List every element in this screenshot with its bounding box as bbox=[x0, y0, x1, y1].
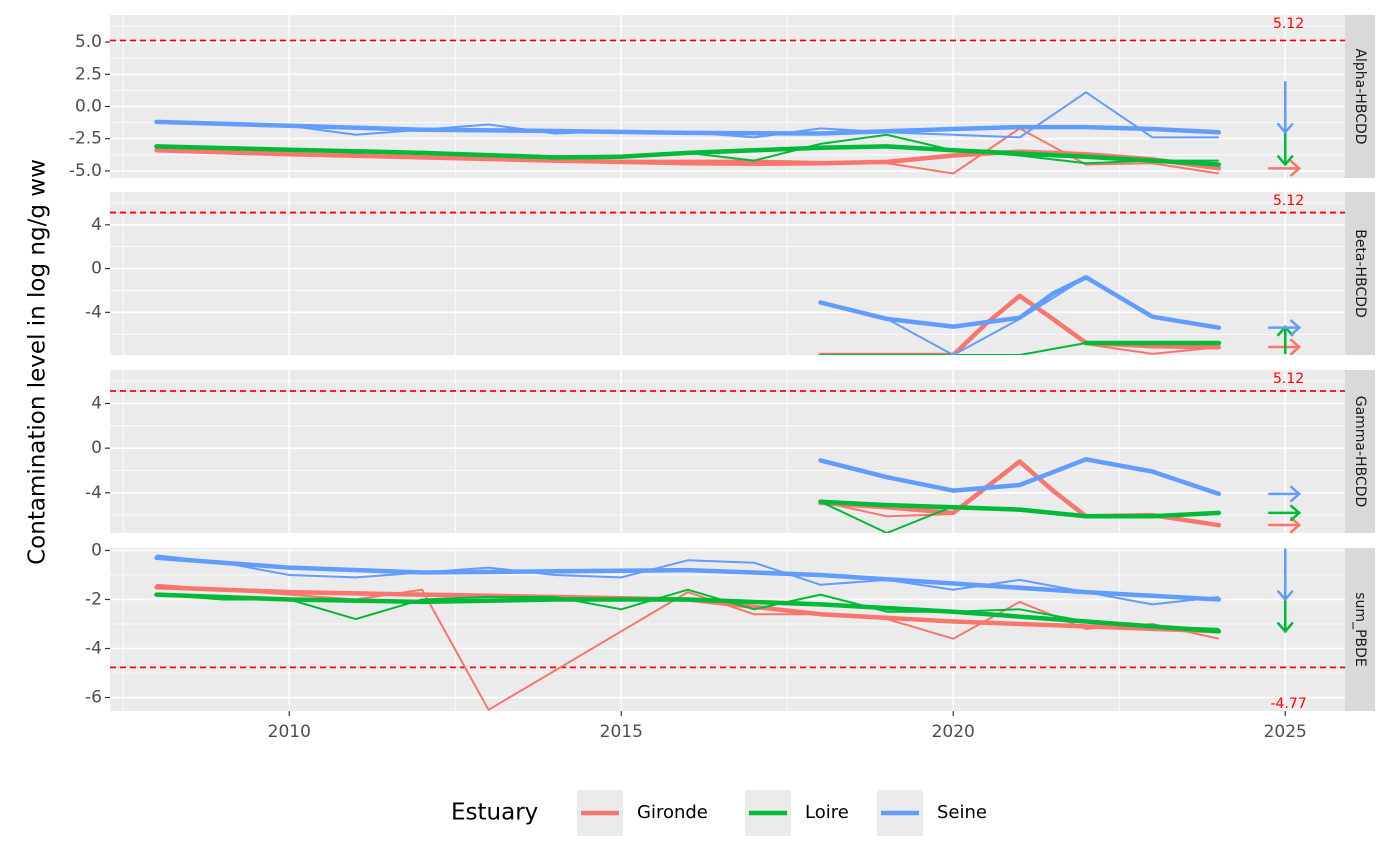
x-tick-label: 2025 bbox=[1264, 722, 1307, 742]
facet-strip bbox=[1345, 548, 1375, 711]
x-tick-label: 2020 bbox=[932, 722, 975, 742]
x-tick-label: 2015 bbox=[600, 722, 643, 742]
arrow-head bbox=[1289, 516, 1302, 534]
y-tick-label: 4 bbox=[91, 393, 102, 413]
y-axis-title: Contamination level in log ng/g ww bbox=[25, 159, 51, 565]
y-tick-label: -4 bbox=[85, 302, 102, 322]
facet-strip bbox=[1345, 15, 1375, 178]
legend-item-loire: Loire bbox=[745, 790, 849, 836]
y-tick-label: -2 bbox=[85, 589, 102, 609]
series-seine-trend bbox=[154, 555, 1222, 602]
facet-strip bbox=[1345, 370, 1375, 533]
y-tick-label: -4 bbox=[85, 483, 102, 503]
legend-item-gironde: Gironde bbox=[577, 790, 708, 836]
facet-strip-label: sum_PBDE bbox=[1352, 592, 1368, 666]
legend: Estuary Gironde Loire Seine bbox=[451, 790, 987, 836]
x-tick-label: 2010 bbox=[268, 722, 311, 742]
arrow-head bbox=[1289, 338, 1302, 356]
facet-strip-label: Gamma-HBCDD bbox=[1352, 396, 1368, 508]
series-loire-trend bbox=[818, 499, 1222, 519]
series-gironde-trend bbox=[154, 148, 1222, 171]
y-tick-label: 0.0 bbox=[75, 96, 102, 116]
trend-arrow-gironde bbox=[1267, 160, 1302, 177]
panel-background bbox=[110, 192, 1345, 355]
y-tick-label: 4 bbox=[91, 215, 102, 235]
series-group bbox=[818, 275, 1222, 355]
trend-arrow-gironde bbox=[1267, 516, 1302, 534]
legend-title: Estuary bbox=[451, 800, 538, 826]
series-seine-trend bbox=[818, 275, 1222, 330]
trend-arrow-seine bbox=[1276, 548, 1294, 602]
y-tick-label: -2.5 bbox=[69, 129, 102, 149]
series-group bbox=[154, 554, 1222, 711]
y-tick-label: 0 bbox=[91, 438, 102, 458]
arrow-head bbox=[1276, 123, 1294, 135]
threshold-label: 5.12 bbox=[1273, 371, 1304, 387]
series-seine-observed bbox=[156, 554, 1219, 606]
series-seine-trend bbox=[818, 457, 1222, 497]
trend-arrow-seine bbox=[1276, 81, 1294, 135]
panel-background bbox=[110, 370, 1345, 533]
panel-sum-pbde: 0 -2 -4 -6 -4.77 sum_PBDE bbox=[85, 540, 1375, 712]
facet-strip bbox=[1345, 192, 1375, 355]
series-loire-observed bbox=[156, 588, 1219, 630]
trend-arrow-seine bbox=[1267, 319, 1302, 336]
arrow-head bbox=[1289, 319, 1302, 336]
x-axis: 2010 2015 2020 2025 bbox=[268, 711, 1307, 742]
y-tick-label: 0 bbox=[91, 540, 102, 560]
y-tick-label: 5.0 bbox=[75, 32, 102, 52]
arrow-head bbox=[1276, 622, 1294, 634]
facet-strip-label: Beta-HBCDD bbox=[1352, 229, 1368, 318]
threshold-label: 5.12 bbox=[1273, 193, 1304, 209]
arrow-head bbox=[1276, 155, 1294, 167]
y-tick-label: -4 bbox=[85, 638, 102, 658]
series-loire-trend bbox=[154, 144, 1222, 167]
facet-strip-label: Alpha-HBCDD bbox=[1352, 48, 1368, 144]
arrow-head bbox=[1289, 160, 1302, 177]
threshold-label: 5.12 bbox=[1273, 16, 1304, 32]
series-group bbox=[818, 457, 1222, 533]
y-tick-label: 2.5 bbox=[75, 64, 102, 84]
y-tick-label: -5.0 bbox=[69, 161, 102, 181]
trend-arrow-seine bbox=[1267, 485, 1302, 503]
arrow-head bbox=[1289, 485, 1302, 503]
legend-label: Loire bbox=[805, 802, 849, 823]
panel-gamma-hbcdd: 4 0 -4 5.12 Gamma-HBCDD bbox=[85, 370, 1375, 534]
threshold-label: -4.77 bbox=[1270, 696, 1306, 712]
series-seine-trend bbox=[154, 119, 1222, 136]
trend-arrow-loire bbox=[1267, 504, 1302, 522]
legend-label: Gironde bbox=[637, 802, 708, 823]
series-group bbox=[154, 91, 1222, 175]
y-tick-label: -6 bbox=[85, 688, 102, 708]
series-gironde-observed bbox=[156, 583, 1220, 711]
series-loire-trend bbox=[154, 592, 1222, 634]
legend-label: Seine bbox=[937, 802, 987, 823]
y-tick-label: 0 bbox=[91, 259, 102, 279]
legend-item-seine: Seine bbox=[877, 790, 987, 836]
panels: 5.0 2.5 0.0 -2.5 -5.0 5.12 Alpha-HBCDD 4 0 -4 5.12… bbox=[69, 15, 1375, 712]
panel-beta-hbcdd: 4 0 -4 5.12 Beta-HBCDD bbox=[85, 192, 1375, 356]
arrow-head bbox=[1276, 590, 1294, 602]
arrow-head bbox=[1289, 504, 1302, 522]
panel-alpha-hbcdd: 5.0 2.5 0.0 -2.5 -5.0 5.12 Alpha-HBCDD bbox=[69, 15, 1375, 181]
